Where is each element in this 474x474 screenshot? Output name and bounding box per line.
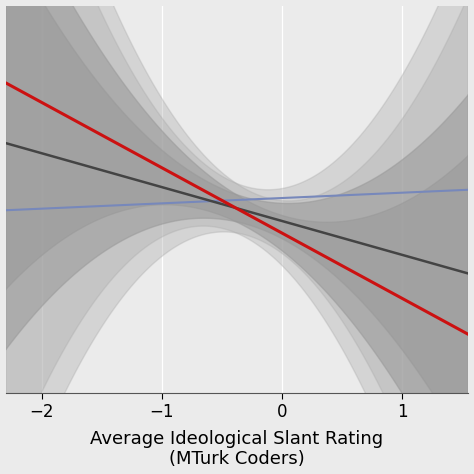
X-axis label: Average Ideological Slant Rating
(MTurk Coders): Average Ideological Slant Rating (MTurk … [91,429,383,468]
